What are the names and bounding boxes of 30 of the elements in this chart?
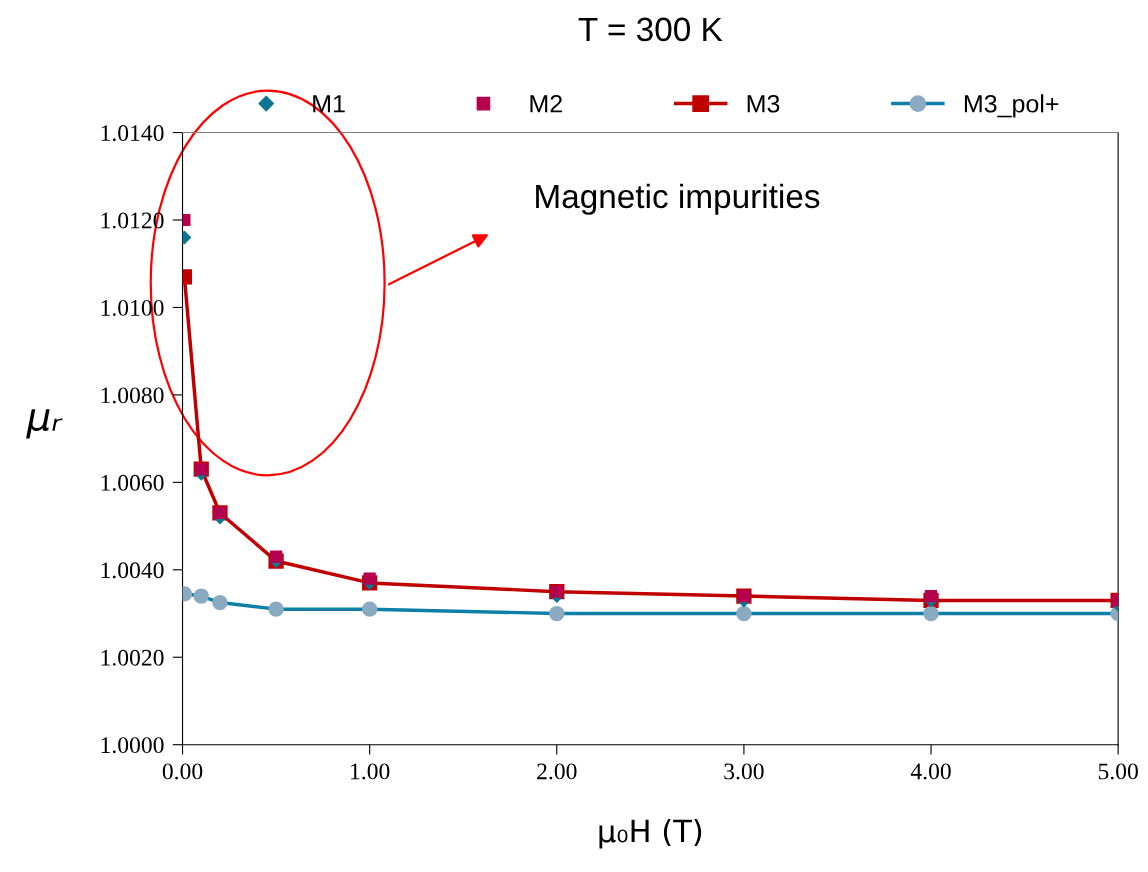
chart-title: T = 300 K — [578, 17, 723, 42]
point — [549, 605, 565, 622]
x-tick-label: 5.00 — [1098, 763, 1138, 780]
y-tick-label: 1.0020 — [101, 649, 164, 666]
point — [363, 572, 376, 585]
annotation: Magnetic impurities — [536, 183, 820, 215]
point — [269, 550, 283, 563]
x-tick-label: 3.00 — [724, 763, 764, 780]
legend-label: M3_pol+ — [964, 94, 1059, 118]
y-tick-label: 1.0040 — [101, 562, 164, 579]
legend-label: M2 — [530, 94, 562, 113]
y-tick-label: 1.0080 — [101, 387, 164, 404]
legend-label: M3 — [747, 94, 780, 113]
legend-label: M1 — [313, 95, 345, 113]
y-tick-label: 1.0140 — [101, 125, 164, 142]
point — [268, 601, 284, 617]
x-tick-label: 4.00 — [910, 763, 951, 780]
point — [362, 601, 378, 617]
x-tick-label: 1.00 — [351, 763, 390, 780]
point — [924, 589, 938, 603]
point — [193, 588, 209, 604]
y-tick-label: 1.0000 — [101, 737, 164, 754]
y-axis-title: μᵣ — [26, 409, 63, 439]
x-tick-label: 2.00 — [537, 763, 577, 780]
y-tick-label: 1.0060 — [101, 474, 164, 491]
point — [212, 594, 228, 611]
x-axis-title: μ₀H (T) — [599, 818, 702, 849]
point — [923, 605, 939, 622]
point — [736, 605, 752, 622]
x-tick-label: 0.00 — [162, 763, 203, 780]
